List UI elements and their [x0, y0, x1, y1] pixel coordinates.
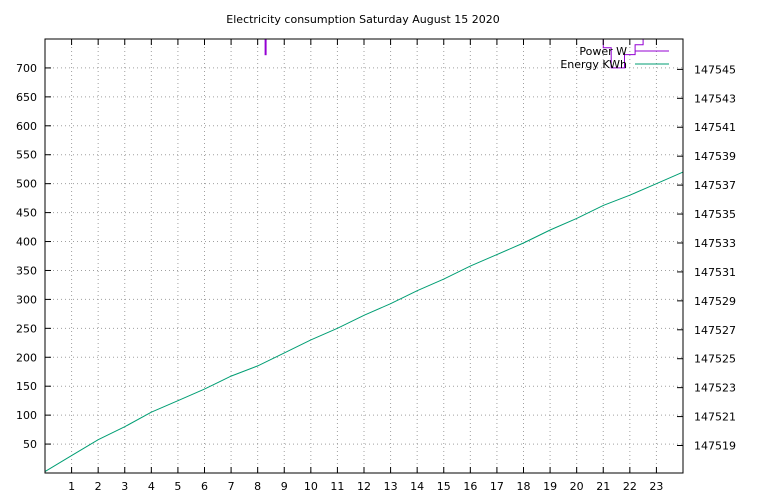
x-tick-label: 9 — [281, 480, 288, 493]
grid-layer — [45, 39, 683, 473]
y2-tick-label: 147523 — [694, 382, 736, 395]
y-tick-label: 400 — [16, 236, 37, 249]
y2-tick-label: 147535 — [694, 208, 736, 221]
x-tick-label: 1 — [68, 480, 75, 493]
chart-title: Electricity consumption Saturday August … — [226, 13, 499, 26]
y2-tick-label: 147545 — [694, 63, 736, 76]
y-tick-label: 700 — [16, 62, 37, 75]
y2-tick-label: 147525 — [694, 353, 736, 366]
y2-tick-label: 147541 — [694, 121, 736, 134]
x-tick-label: 10 — [304, 480, 318, 493]
ticks-layer: 1 2 3 4 5 6 7 8 9 10 11 12 13 14 15 16 17 18 19 20 21 22 23501… — [16, 39, 736, 493]
x-tick-label: 20 — [570, 480, 584, 493]
y2-tick-label: 147521 — [694, 411, 736, 424]
y2-tick-label: 147537 — [694, 179, 736, 192]
x-tick-label: 21 — [596, 480, 610, 493]
y-tick-label: 50 — [23, 438, 37, 451]
y-tick-label: 650 — [16, 91, 37, 104]
x-tick-label: 13 — [384, 480, 398, 493]
y-tick-label: 100 — [16, 409, 37, 422]
y2-tick-label: 147527 — [694, 324, 736, 337]
legend: Power W Energy KWh — [560, 45, 669, 71]
x-tick-label: 23 — [649, 480, 663, 493]
x-tick-label: 3 — [121, 480, 128, 493]
x-tick-label: 15 — [437, 480, 451, 493]
y-tick-label: 600 — [16, 120, 37, 133]
y-tick-label: 150 — [16, 380, 37, 393]
y2-tick-label: 147529 — [694, 295, 736, 308]
x-tick-label: 5 — [174, 480, 181, 493]
x-tick-label: 17 — [490, 480, 504, 493]
y-tick-label: 300 — [16, 293, 37, 306]
y2-tick-label: 147543 — [694, 92, 736, 105]
y-tick-label: 550 — [16, 149, 37, 162]
y-tick-label: 500 — [16, 178, 37, 191]
legend-label-power: Power W — [579, 45, 627, 58]
x-tick-label: 8 — [254, 480, 261, 493]
y2-tick-label: 147533 — [694, 237, 736, 250]
legend-label-energy: Energy KWh — [560, 58, 627, 71]
y2-tick-label: 147539 — [694, 150, 736, 163]
y2-tick-label: 147519 — [694, 440, 736, 453]
x-tick-label: 2 — [95, 480, 102, 493]
y-tick-label: 200 — [16, 351, 37, 364]
y-tick-label: 450 — [16, 207, 37, 220]
x-tick-label: 16 — [463, 480, 477, 493]
y2-tick-label: 147531 — [694, 266, 736, 279]
series-layer — [44, 39, 684, 473]
x-tick-label: 12 — [357, 480, 371, 493]
x-tick-label: 18 — [517, 480, 531, 493]
x-tick-label: 19 — [543, 480, 557, 493]
x-tick-label: 7 — [228, 480, 235, 493]
x-tick-label: 6 — [201, 480, 208, 493]
power-series-line — [602, 39, 644, 69]
x-tick-label: 11 — [330, 480, 344, 493]
y-tick-label: 350 — [16, 264, 37, 277]
energy-series-line — [44, 171, 684, 473]
x-tick-label: 14 — [410, 480, 424, 493]
y-tick-label: 250 — [16, 322, 37, 335]
x-tick-label: 4 — [148, 480, 155, 493]
x-tick-label: 22 — [623, 480, 637, 493]
